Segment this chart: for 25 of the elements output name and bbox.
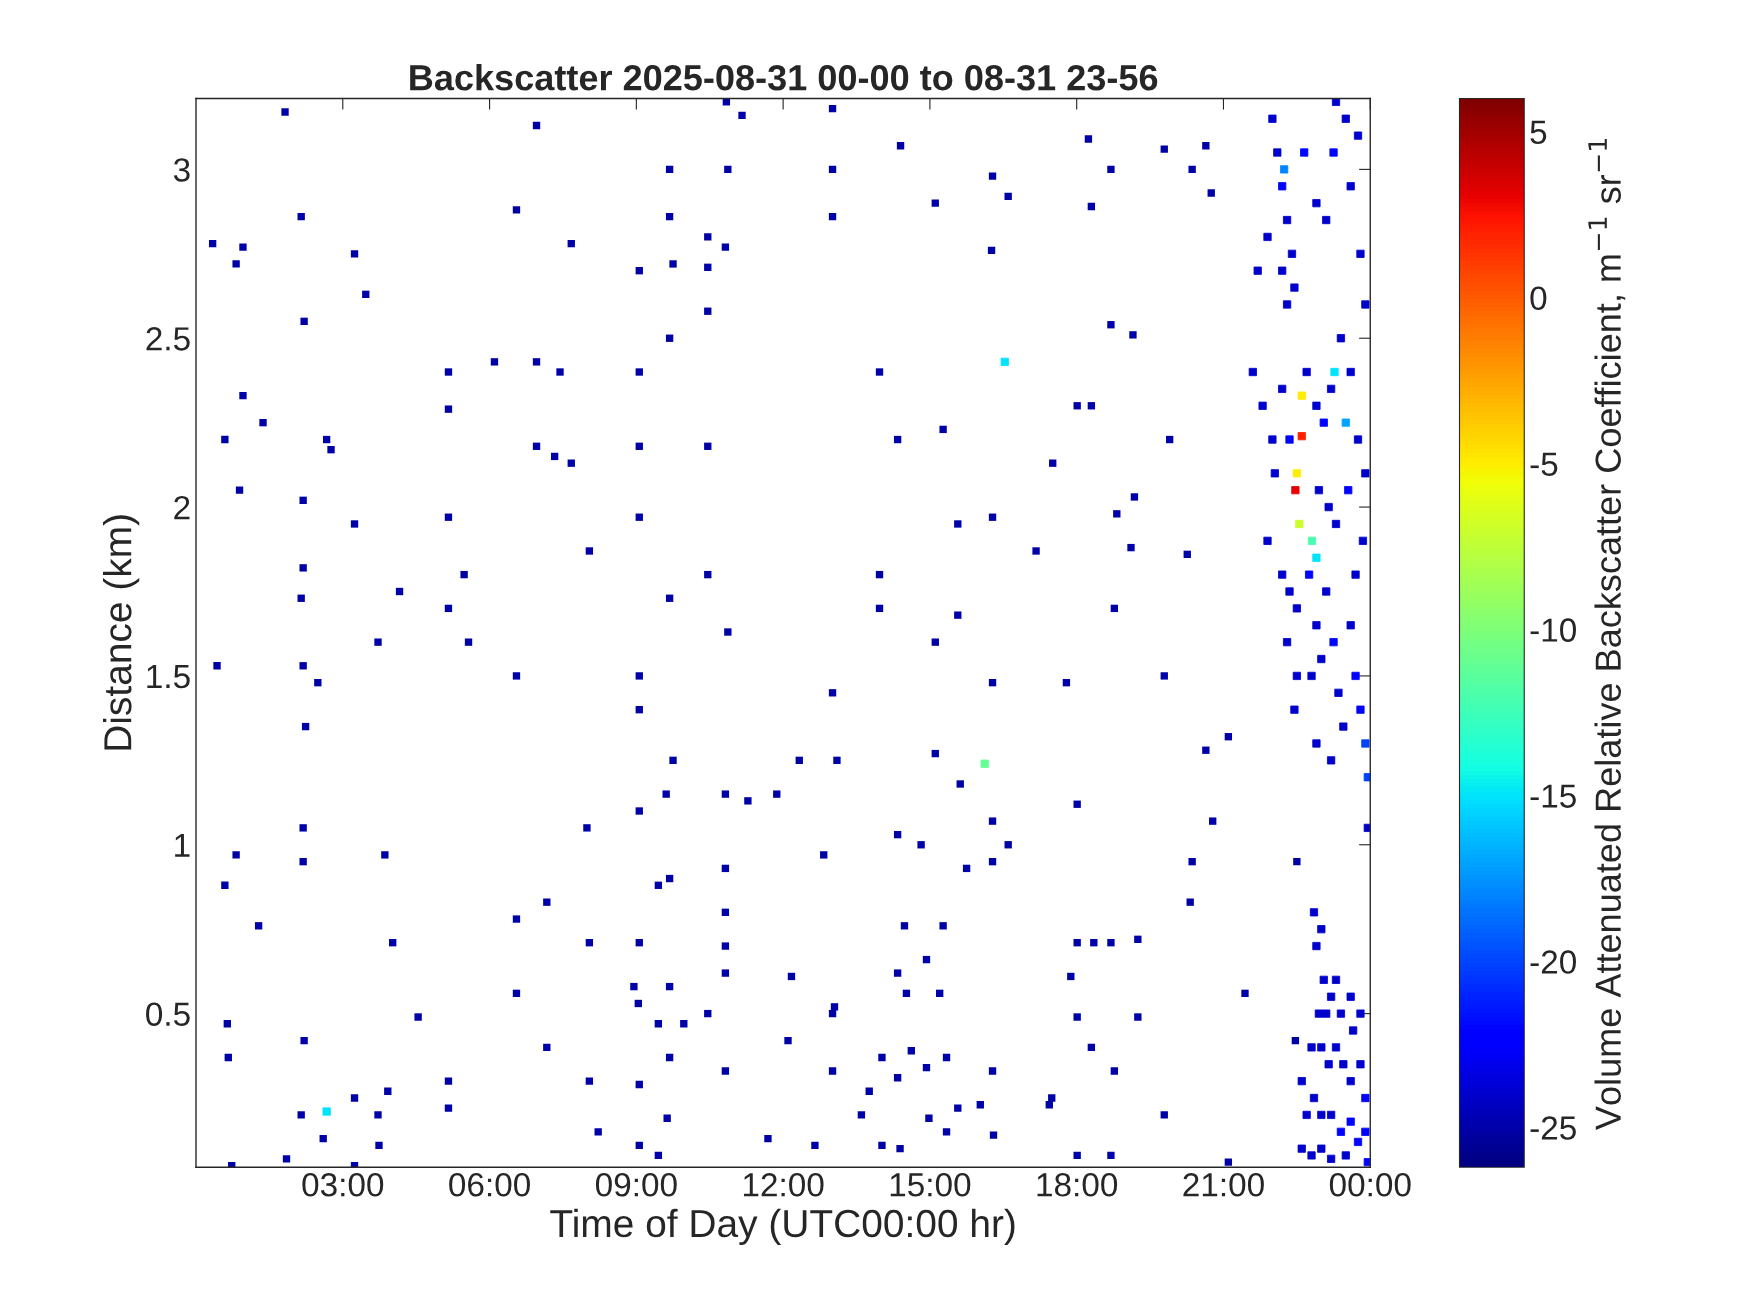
y-tick-label: 2.5 <box>146 327 190 351</box>
x-tick-label: 03:00 <box>302 1173 384 1197</box>
x-tick-label: 12:00 <box>743 1173 824 1197</box>
y-axis-title: Distance (km) <box>103 515 140 750</box>
color-bar-label: -10 <box>1530 618 1576 642</box>
y-tick-label: 2 <box>174 495 190 520</box>
y-tick-label: 0.5 <box>146 1002 190 1027</box>
x-tick-label: 15:00 <box>890 1173 971 1197</box>
x-tick-label: 00:00 <box>1329 1173 1411 1197</box>
color-bar-label: -15 <box>1530 784 1576 808</box>
x-tick-label: 09:00 <box>595 1173 677 1197</box>
x-tick-label: 21:00 <box>1183 1173 1264 1197</box>
color-bar-label: -5 <box>1530 452 1558 476</box>
chart-title: Backscatter 2025-08-31 00-00 to 08-31 23-56 <box>410 63 1158 91</box>
color-bar-label: 5 <box>1530 120 1547 145</box>
color-bar-label: -20 <box>1530 950 1576 974</box>
y-tick-label: 1 <box>175 833 190 857</box>
y-tick-label: 3 <box>173 158 190 182</box>
color-bar-label: -25 <box>1530 1116 1576 1140</box>
color-bar-label: 0 <box>1530 286 1547 311</box>
x-tick-label: 18:00 <box>1037 1173 1118 1197</box>
y-tick-label: 1.5 <box>147 665 190 689</box>
x-axis-title: Time of Day (UTC00:00 hr) <box>550 1208 1015 1245</box>
x-tick-label: 06:00 <box>449 1173 530 1197</box>
color-bar-title: Volume Attenuated Relative Backscatter Coefficient, m$^{−1}$ sr$^{−1}$ <box>1588 139 1626 1130</box>
